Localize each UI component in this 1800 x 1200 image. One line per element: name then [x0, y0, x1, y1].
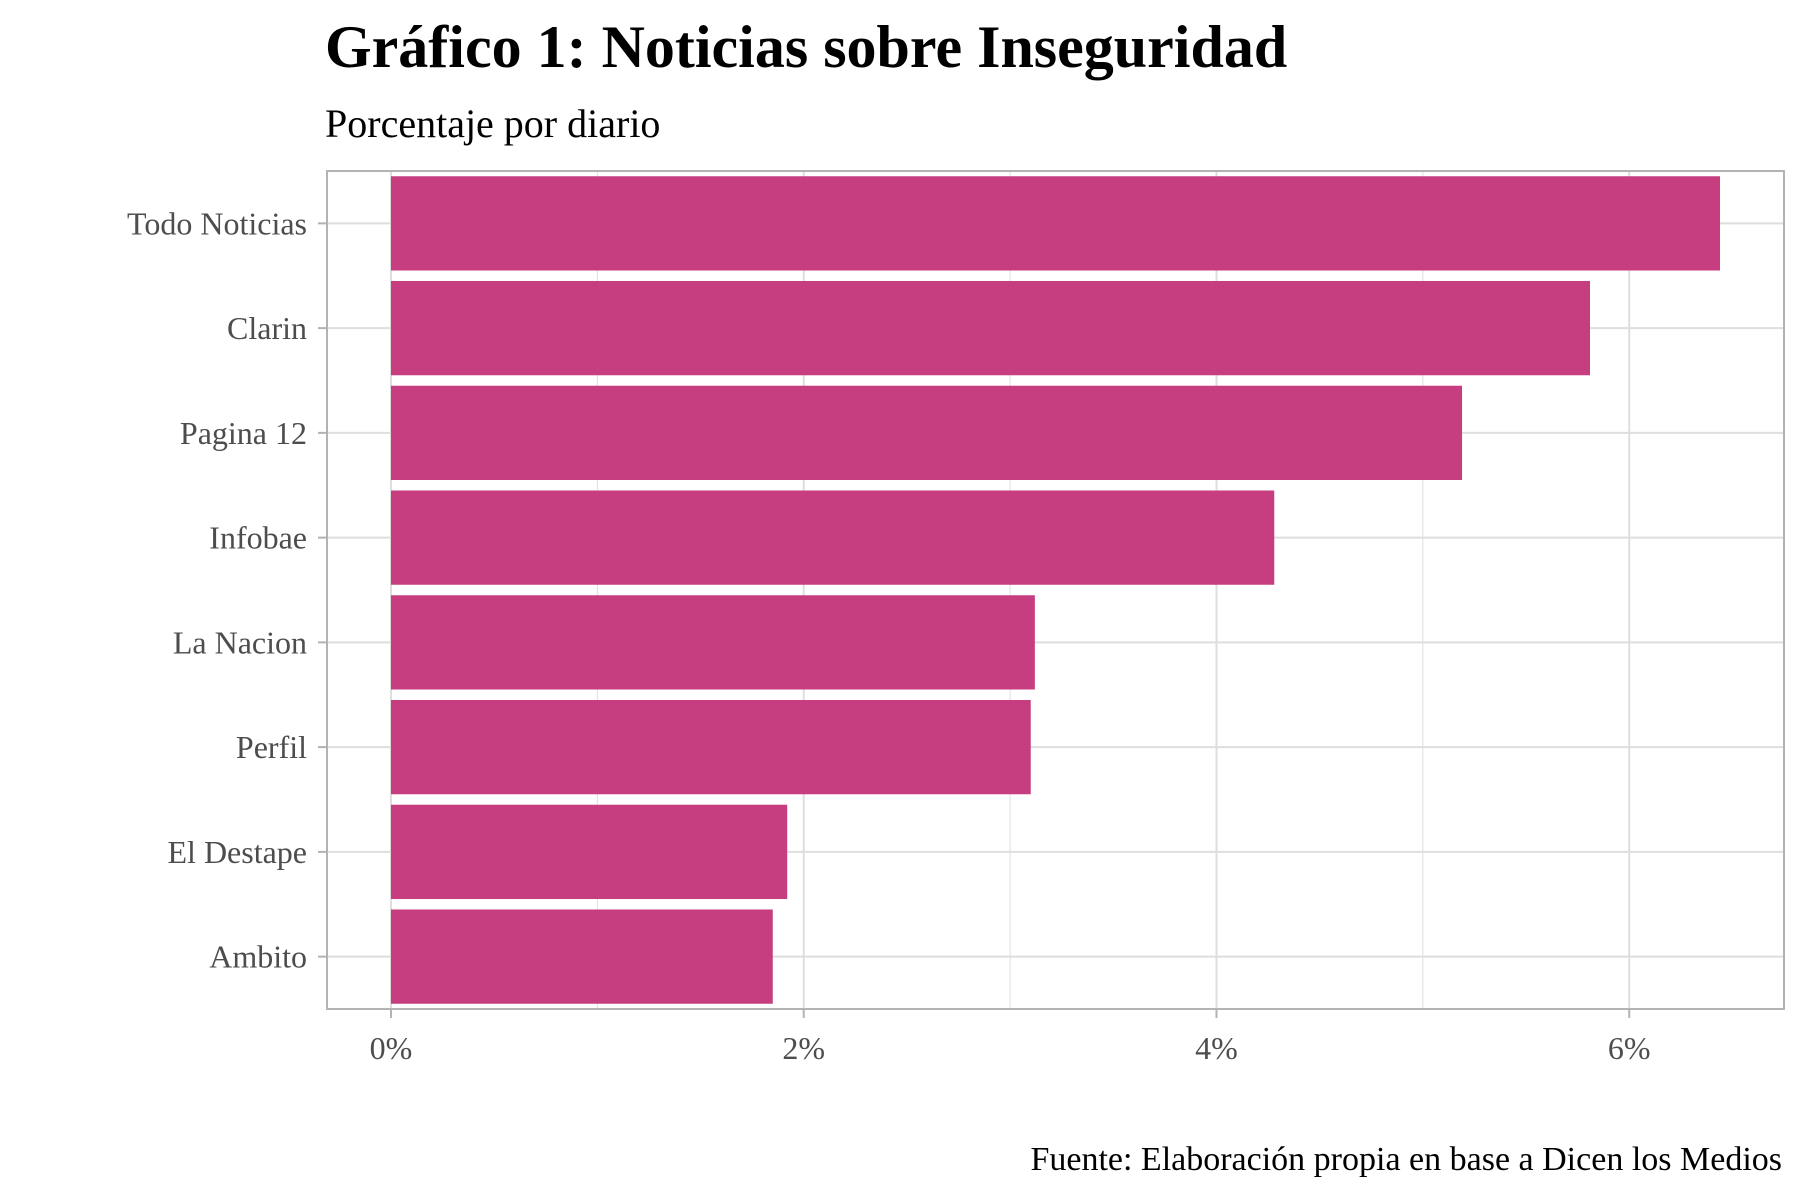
bar-la-nacion	[390, 595, 1035, 690]
x-tick-label: 4%	[1195, 1030, 1238, 1066]
bar-todo-noticias	[390, 176, 1721, 271]
y-axis: Todo Noticias Clarin Pagina 12 Infobae La Na…	[127, 205, 327, 975]
bar-pagina-12	[390, 385, 1463, 481]
y-tick-label: Pagina 12	[180, 415, 307, 451]
bars	[390, 176, 1721, 1004]
chart-title: Gráfico 1: Noticias sobre Inseguridad	[325, 14, 1287, 80]
y-tick-label: Perfil	[236, 729, 307, 765]
x-tick-label: 0%	[370, 1030, 413, 1066]
chart-subtitle: Porcentaje por diario	[325, 101, 660, 146]
x-tick-label: 6%	[1608, 1030, 1651, 1066]
bar-clarin	[390, 280, 1591, 376]
bar-ambito	[390, 909, 773, 1004]
y-tick-label: Infobae	[209, 520, 307, 556]
chart-caption: Fuente: Elaboración propia en base a Dic…	[1030, 1141, 1782, 1178]
y-tick-label: Todo Noticias	[127, 205, 307, 241]
x-tick-label: 2%	[782, 1030, 825, 1066]
plot-panel-border	[326, 170, 1785, 1010]
y-tick-label: El Destape	[168, 834, 308, 870]
bar-el-destape	[390, 804, 788, 900]
x-axis: 0% 2% 4% 6%	[370, 1009, 1651, 1066]
y-tick-label: Ambito	[209, 939, 307, 975]
y-tick-label: La Nacion	[173, 624, 307, 660]
y-tick-label: Clarin	[227, 310, 307, 346]
bar-perfil	[390, 699, 1031, 795]
bar-infobae	[390, 490, 1275, 585]
